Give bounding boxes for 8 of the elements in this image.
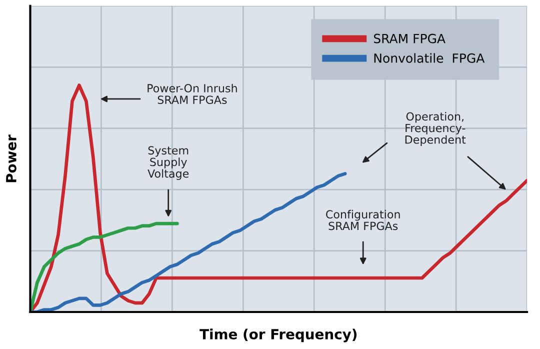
legend-label: Nonvolatile FPGA: [374, 53, 485, 63]
annotation: Power-On Inrush SRAM FPGAs: [148, 84, 237, 104]
x-axis-title: Time (or Frequency): [200, 328, 357, 342]
y-axis-title: Power: [6, 134, 16, 182]
annotation: Configuration SRAM FPGAs: [326, 210, 400, 230]
annotation: System Supply Voltage: [148, 146, 189, 180]
annotation: Operation, Frequency- Dependent: [405, 112, 466, 146]
legend-label: SRAM FPGA: [374, 34, 446, 44]
